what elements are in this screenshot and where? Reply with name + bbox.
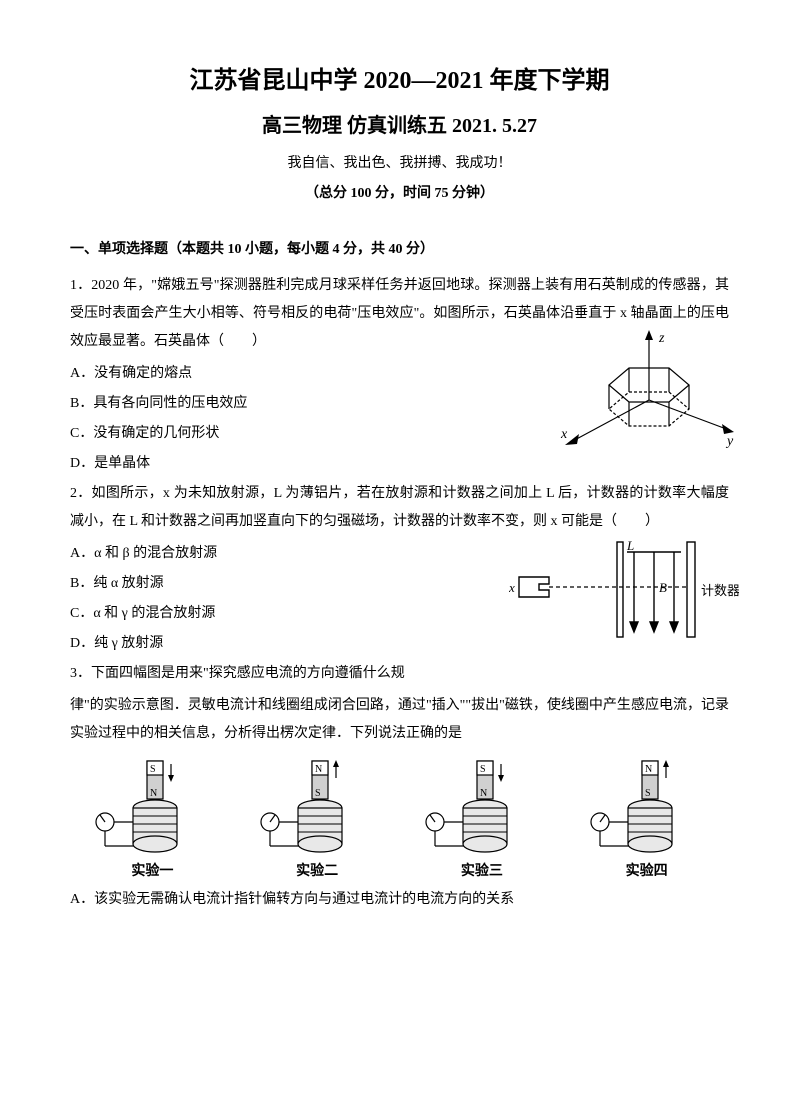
q3-option-a: A．该实验无需确认电流计指针偏转方向与通过电流计的电流方向的关系 xyxy=(70,886,729,914)
question-3: 3．下面四幅图是用来"探究感应电流的方向遵循什么规 律"的实验示意图．灵敏电流计… xyxy=(70,660,729,914)
magnet-n-label-3: N xyxy=(480,788,487,799)
axis-y-label: y xyxy=(725,434,734,449)
q3-fig-4: N S 实验四 xyxy=(582,756,712,880)
magnet-s-label: S xyxy=(150,764,156,775)
foil-l-label: L xyxy=(626,538,634,553)
q3-figures-row: S N 实验一 xyxy=(70,756,729,880)
q3-stem-line2: 律"的实验示意图．灵敏电流计和线圈组成闭合回路，通过"插入""拔出"磁铁，使线圈… xyxy=(70,692,729,748)
experiment-1-icon: S N xyxy=(87,756,197,856)
source-x-label: x xyxy=(509,580,515,595)
experiment-4-icon: N S xyxy=(582,756,692,856)
magnet-n-label-4: N xyxy=(645,764,652,775)
motto: 我自信、我出色、我拼搏、我成功！ xyxy=(70,152,729,172)
q3-fig-3: S N 实验三 xyxy=(417,756,547,880)
sub-title: 高三物理 仿真训练五 2021. 5.27 xyxy=(70,109,729,138)
q3-fig-2: N S 实验二 xyxy=(252,756,382,880)
q3-caption-1: 实验一 xyxy=(87,860,217,880)
counter-label: 计数器 xyxy=(701,583,739,598)
q2-stem: 2．如图所示，x 为未知放射源，L 为薄铝片，若在放射源和计数器之间加上 L 后… xyxy=(70,480,729,536)
magnet-s-label-2: S xyxy=(315,788,321,799)
magnet-n-label-2: N xyxy=(315,764,322,775)
section-title: 一、单项选择题（本题共 10 小题，每小题 4 分，共 40 分） xyxy=(70,238,729,258)
q1-figure: z y x xyxy=(559,330,739,460)
magnet-s-label-3: S xyxy=(480,764,486,775)
score-time: （总分 100 分，时间 75 分钟） xyxy=(70,182,729,202)
q2-figure: x L B 计数器 xyxy=(509,532,739,652)
experiment-2-icon: N S xyxy=(252,756,362,856)
q3-caption-3: 实验三 xyxy=(417,860,547,880)
q3-fig-1: S N 实验一 xyxy=(87,756,217,880)
magnet-s-label-4: S xyxy=(645,788,651,799)
crystal-diagram-icon: z y x xyxy=(559,330,739,460)
q3-caption-4: 实验四 xyxy=(582,860,712,880)
page: 江苏省昆山中学 2020—2021 年度下学期 高三物理 仿真训练五 2021.… xyxy=(0,0,799,1107)
main-title: 江苏省昆山中学 2020—2021 年度下学期 xyxy=(70,60,729,95)
question-1: 1．2020 年，"嫦娥五号"探测器胜利完成月球采样任务并返回地球。探测器上装有… xyxy=(70,272,729,478)
axis-x-label: x xyxy=(560,427,568,442)
experiment-3-icon: S N xyxy=(417,756,527,856)
axis-z-label: z xyxy=(658,331,665,346)
q3-caption-2: 实验二 xyxy=(252,860,382,880)
question-2: 2．如图所示，x 为未知放射源，L 为薄铝片，若在放射源和计数器之间加上 L 后… xyxy=(70,480,729,658)
radiation-diagram-icon: x L B 计数器 xyxy=(509,532,739,652)
q3-stem-line1: 3．下面四幅图是用来"探究感应电流的方向遵循什么规 xyxy=(70,660,729,688)
field-b-label: B xyxy=(659,580,667,595)
magnet-n-label: N xyxy=(150,788,157,799)
